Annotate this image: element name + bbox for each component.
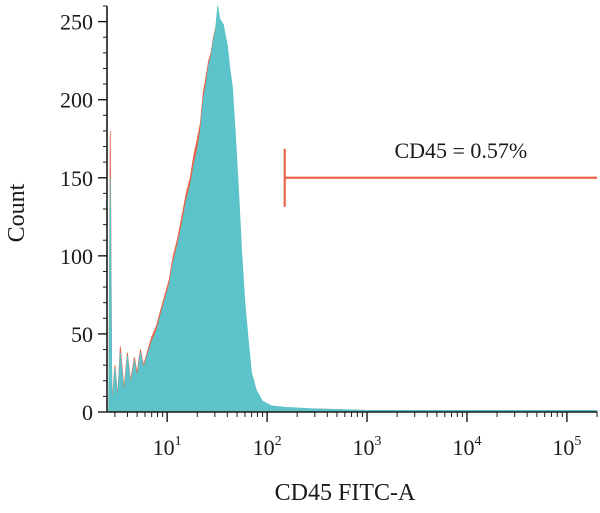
- gate-label: CD45 = 0.57%: [394, 138, 527, 163]
- y-axis-title: Count: [4, 183, 30, 242]
- y-tick-label: 150: [60, 166, 93, 191]
- x-tick-label: 105: [552, 434, 581, 460]
- gate-layer: CD45 = 0.57%: [283, 138, 597, 207]
- x-tick-label: 101: [153, 434, 182, 460]
- x-tick-label: 103: [353, 434, 382, 460]
- y-tick-label: 200: [60, 88, 93, 113]
- x-tick-label: 102: [253, 434, 282, 460]
- series-2-area: [108, 5, 598, 413]
- y-tick-label: 0: [82, 400, 93, 425]
- x-tick-label: 104: [452, 434, 481, 460]
- series-layer: [108, 5, 598, 413]
- y-tick-label: 100: [60, 244, 93, 269]
- axes-layer: 0 50 100 150 200 250 101 102 103 104 105: [60, 5, 598, 460]
- y-tick-label: 250: [60, 10, 93, 35]
- x-axis-title: CD45 FITC-A: [275, 480, 416, 506]
- y-tick-label: 50: [71, 322, 93, 347]
